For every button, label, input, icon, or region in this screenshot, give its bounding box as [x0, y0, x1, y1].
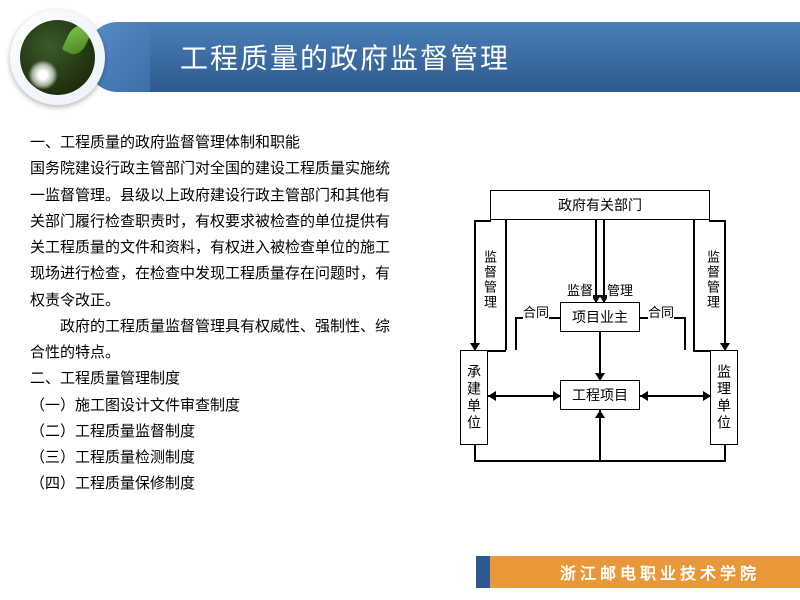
- section1-heading: 一、工程质量的政府监督管理体制和职能: [30, 130, 400, 156]
- edge-bottom-h: [474, 460, 726, 462]
- edge-bottom-left-v: [474, 445, 476, 460]
- node-owner: 项目业主: [560, 302, 640, 332]
- logo-circle: [10, 10, 105, 105]
- footer-bar: 浙江邮电职业技术学院: [490, 556, 800, 588]
- edge-contractor-project: [488, 395, 560, 397]
- arrow-contractor-project: [553, 391, 561, 401]
- edge-gov-right-v2: [724, 220, 726, 350]
- node-project-label: 工程项目: [572, 385, 628, 405]
- label-sm-left: 监督管理: [480, 250, 499, 310]
- label-sm-right: 监督管理: [703, 250, 722, 310]
- label-supervise: 监督: [567, 280, 593, 299]
- node-project: 工程项目: [560, 380, 640, 410]
- section2-heading: 二、工程质量管理制度: [30, 366, 400, 392]
- edge-gov-left-v: [505, 220, 507, 350]
- para1: 国务院建设行政主管部门对全国的建设工程质量实施统一监督管理。县级以上政府建设行政…: [30, 156, 400, 314]
- para2: 政府的工程质量监督管理具有权威性、强制性、综合性的特点。: [30, 314, 400, 367]
- edge-gov-right-v: [693, 220, 695, 350]
- edge-supervisor-project: [640, 395, 710, 397]
- header-bar: 工程质量的政府监督管理: [85, 22, 800, 92]
- edge-owner-contractor-v: [515, 317, 517, 350]
- item2: （二）工程质量监督制度: [30, 419, 400, 445]
- edge-gov-owner-2: [603, 220, 605, 302]
- label-contract-right: 合同: [648, 302, 674, 321]
- node-contractor: 承建单位: [460, 350, 488, 445]
- footer-accent: [476, 556, 490, 588]
- edge-gov-right-h2: [709, 220, 726, 222]
- edge-gov-left-h2: [474, 220, 491, 222]
- leaf-icon: [62, 22, 93, 58]
- edge-gov-left-v2: [474, 220, 476, 350]
- logo-inner: [20, 20, 95, 95]
- body-content: 一、工程质量的政府监督管理体制和职能 国务院建设行政主管部门对全国的建设工程质量…: [30, 130, 400, 498]
- item3: （三）工程质量检测制度: [30, 445, 400, 471]
- arrow-project-supervisor: [703, 391, 711, 401]
- item1: （一）施工图设计文件审查制度: [30, 393, 400, 419]
- node-gov: 政府有关部门: [490, 190, 710, 220]
- org-diagram: 政府有关部门 监督 管理 监督管理 监督管理 项目业主 合同 合同 工程项目 承…: [420, 190, 780, 460]
- arrow-supervisor-project: [640, 391, 648, 401]
- header-main: 工程质量的政府监督管理: [150, 22, 800, 92]
- node-gov-label: 政府有关部门: [558, 195, 642, 215]
- node-supervisor-label: 监理单位: [714, 364, 734, 432]
- item4: （四）工程质量保修制度: [30, 471, 400, 497]
- arrow-bottom-project: [595, 410, 605, 418]
- label-contract-left: 合同: [523, 302, 549, 321]
- node-supervisor: 监理单位: [710, 350, 738, 445]
- page-title: 工程质量的政府监督管理: [180, 37, 510, 77]
- node-contractor-label: 承建单位: [464, 364, 484, 432]
- dandelion-icon: [28, 60, 58, 90]
- arrow-project-contractor: [488, 391, 496, 401]
- edge-gov-owner: [595, 220, 597, 302]
- edge-bottom-right-v: [724, 445, 726, 460]
- edge-owner-supervisor-v: [684, 317, 686, 350]
- node-owner-label: 项目业主: [572, 307, 628, 327]
- label-manage: 管理: [607, 280, 633, 299]
- footer-text: 浙江邮电职业技术学院: [560, 560, 760, 584]
